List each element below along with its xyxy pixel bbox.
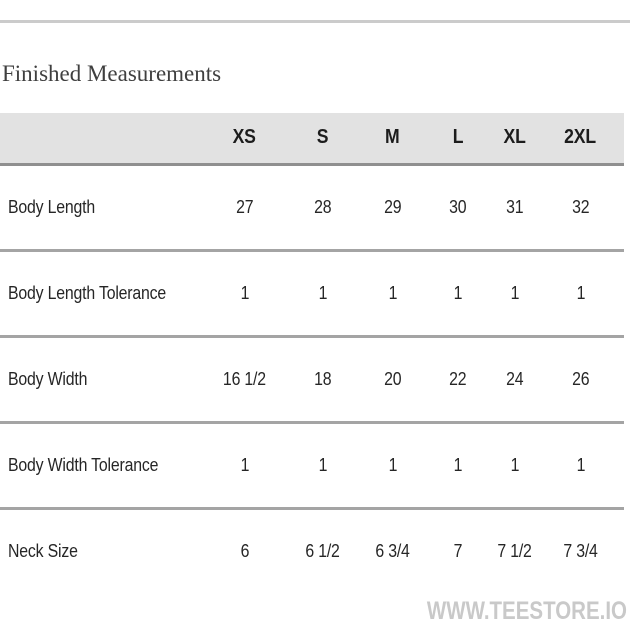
column-header-l: L: [424, 113, 492, 166]
cell-value: 7: [424, 508, 492, 594]
cell-value: 1: [205, 422, 284, 510]
cell-value-text: 29: [383, 196, 402, 217]
cell-value-text: 16 1/2: [222, 368, 266, 389]
table-row-neck-size: Neck Size 6 6 1/2 6 3/4 7 7 1/2 7 3/4: [0, 508, 624, 594]
column-header-label: XL: [503, 126, 526, 149]
cell-value-text: 1: [240, 282, 249, 303]
cell-value: 28: [284, 164, 361, 252]
cell-value-text: 31: [505, 196, 524, 217]
cell-value: 6: [205, 508, 284, 594]
cell-value: 1: [424, 422, 492, 510]
cell-value-text: 1: [510, 282, 519, 303]
column-header-label: XS: [232, 126, 257, 149]
cell-value-text: 1: [453, 282, 463, 303]
cell-value-text: 27: [235, 196, 254, 217]
row-label-text: Body Width: [8, 368, 88, 389]
cell-value: 26: [537, 336, 624, 424]
cell-value-text: 1: [576, 282, 585, 303]
cell-value: 1: [205, 250, 284, 338]
row-label: Body Width Tolerance: [0, 422, 205, 510]
table-row-body-length-tolerance: Body Length Tolerance 1 1 1 1 1 1: [0, 250, 624, 338]
watermark-text: WWW.TEESTORE.IO: [426, 597, 627, 625]
cell-value: 32: [537, 164, 624, 252]
cell-value-text: 1: [576, 454, 585, 475]
row-label: Body Width: [0, 336, 205, 424]
cell-value-text: 26: [571, 368, 590, 389]
cell-value: 29: [361, 164, 424, 252]
cell-value: 30: [424, 164, 492, 252]
row-label-text: Body Width Tolerance: [8, 454, 159, 475]
cell-value-text: 6 3/4: [375, 541, 410, 562]
cell-value: 16 1/2: [205, 336, 284, 424]
cell-value-text: 1: [240, 454, 249, 475]
cell-value: 24: [492, 336, 537, 424]
cell-value-text: 1: [318, 454, 327, 475]
row-label-text: Neck Size: [8, 541, 78, 562]
cell-value: 6 3/4: [361, 508, 424, 594]
size-chart-header-row: XS S M L XL 2XL: [0, 113, 624, 166]
cell-value: 1: [361, 422, 424, 510]
table-row-body-width: Body Width 16 1/2 18 20 22 24 26: [0, 336, 624, 424]
cell-value: 31: [492, 164, 537, 252]
cell-value: 1: [492, 250, 537, 338]
cell-value: 1: [284, 422, 361, 510]
cell-value-text: 1: [318, 282, 327, 303]
cell-value-text: 18: [313, 368, 332, 389]
cell-value-text: 20: [383, 368, 402, 389]
size-chart-table: XS S M L XL 2XL Body Length 27 28 29 30 …: [0, 113, 624, 594]
cell-value-text: 1: [388, 282, 397, 303]
cell-value: 1: [537, 250, 624, 338]
cell-value-text: 6 1/2: [305, 541, 340, 562]
table-row-body-width-tolerance: Body Width Tolerance 1 1 1 1 1 1: [0, 422, 624, 510]
cell-value: 27: [205, 164, 284, 252]
label-column-header: [0, 113, 205, 166]
cell-value-text: 28: [313, 196, 332, 217]
cell-value: 1: [361, 250, 424, 338]
row-label: Body Length Tolerance: [0, 250, 205, 338]
cell-value: 20: [361, 336, 424, 424]
row-label-text: Body Length: [8, 196, 96, 217]
cell-value-text: 32: [571, 196, 590, 217]
cell-value-text: 30: [449, 196, 467, 217]
cell-value-text: 24: [505, 368, 524, 389]
column-header-xs: XS: [205, 113, 284, 166]
cell-value: 1: [537, 422, 624, 510]
cell-value: 7 3/4: [537, 508, 624, 594]
cell-value: 1: [492, 422, 537, 510]
cell-value-text: 22: [449, 368, 467, 389]
cell-value-text: 1: [388, 454, 397, 475]
page-title: Finished Measurements: [2, 61, 222, 86]
cell-value: 22: [424, 336, 492, 424]
column-header-label: S: [316, 126, 329, 149]
cell-value-text: 7 3/4: [563, 541, 598, 562]
cell-value-text: 7 1/2: [497, 541, 532, 562]
cell-value-text: 7: [453, 541, 463, 562]
top-divider-rule: [0, 20, 630, 23]
cell-value-text: 6: [240, 541, 249, 562]
column-header-xl: XL: [492, 113, 537, 166]
cell-value: 7 1/2: [492, 508, 537, 594]
cell-value-text: 1: [453, 454, 463, 475]
cell-value: 1: [284, 250, 361, 338]
column-header-2xl: 2XL: [537, 113, 624, 166]
row-label: Body Length: [0, 164, 205, 252]
cell-value: 1: [424, 250, 492, 338]
column-header-label: M: [385, 126, 400, 149]
cell-value-text: 1: [510, 454, 519, 475]
cell-value: 6 1/2: [284, 508, 361, 594]
column-header-label: L: [452, 126, 464, 149]
row-label-text: Body Length Tolerance: [8, 282, 167, 303]
column-header-label: 2XL: [564, 126, 597, 149]
column-header-m: M: [361, 113, 424, 166]
table-row-body-length: Body Length 27 28 29 30 31 32: [0, 164, 624, 252]
row-label: Neck Size: [0, 508, 205, 594]
column-header-s: S: [284, 113, 361, 166]
cell-value: 18: [284, 336, 361, 424]
